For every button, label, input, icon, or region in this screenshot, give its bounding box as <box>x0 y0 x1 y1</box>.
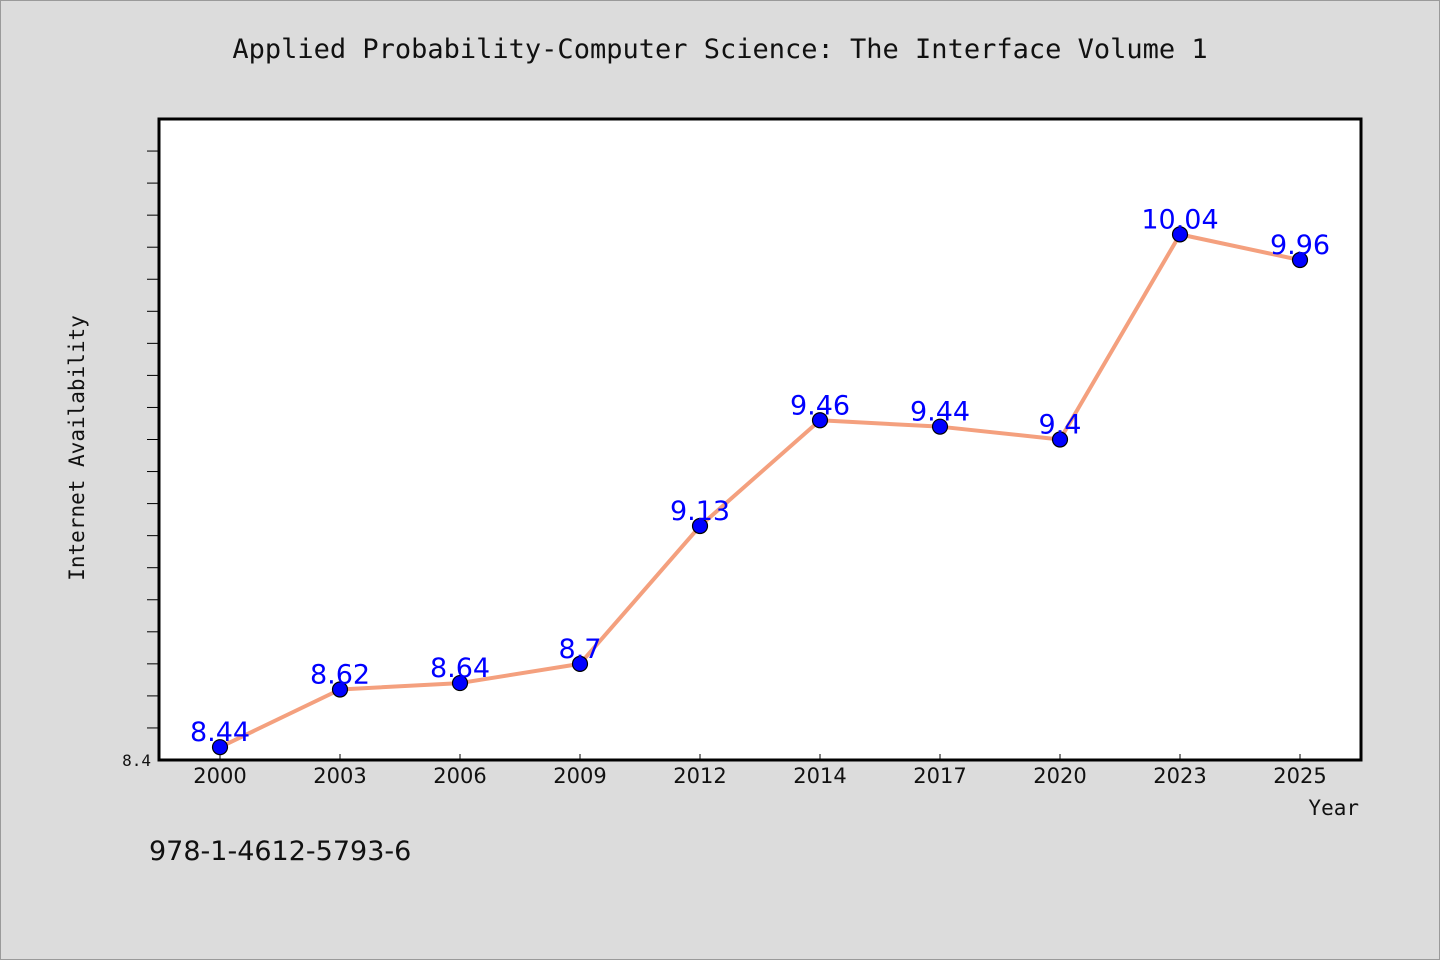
data-point <box>211 739 229 756</box>
x-axis-ticks: 2000 2003 2006 2009 2012 2014 2017 2020 2023 2025 <box>193 754 1327 788</box>
data-label: 9.44 <box>910 397 970 428</box>
data-point <box>1171 226 1189 243</box>
x-tick-label: 2009 <box>553 764 606 788</box>
data-point <box>451 674 469 692</box>
x-tick-label: 2025 <box>1273 764 1326 788</box>
x-axis-label: Year <box>1308 796 1359 820</box>
data-point <box>571 655 589 672</box>
data-point <box>691 517 709 535</box>
chart-title: Applied Probability-Computer Science: Th… <box>232 34 1208 65</box>
plot-area <box>157 117 1363 762</box>
data-label: 10.04 <box>1141 204 1218 235</box>
data-label: 8.62 <box>310 659 370 690</box>
x-tick-label: 2023 <box>1153 764 1206 788</box>
series-group: 8.44 8.62 8.64 8.7 9.13 9.46 9.44 9.4 10.04 9.96 <box>190 204 1330 756</box>
data-label: 8.7 <box>559 634 602 665</box>
data-point <box>811 412 829 429</box>
x-tick-label: 2014 <box>793 764 846 788</box>
data-point <box>931 418 949 435</box>
data-point <box>1291 251 1309 269</box>
data-label: 8.64 <box>430 653 490 684</box>
isbn-text: 978-1-4612-5793-6 <box>149 836 412 867</box>
data-label: 9.4 <box>1039 410 1082 441</box>
x-tick-label: 2000 <box>193 764 246 788</box>
series-line <box>218 232 1302 750</box>
data-point <box>1051 431 1069 448</box>
y-axis-ticks: 8.4 <box>122 150 159 770</box>
x-tick-label: 2006 <box>433 764 486 788</box>
data-label: 8.44 <box>190 717 250 748</box>
x-tick-label: 2003 <box>313 764 366 788</box>
data-label: 9.46 <box>790 390 850 421</box>
data-point <box>331 681 349 698</box>
y-tick-label: 8.4 <box>122 751 151 770</box>
x-tick-label: 2020 <box>1033 764 1086 788</box>
data-label: 9.13 <box>670 496 730 527</box>
data-label: 9.96 <box>1270 230 1330 261</box>
x-tick-label: 2017 <box>913 764 966 788</box>
x-tick-label: 2012 <box>673 764 726 788</box>
